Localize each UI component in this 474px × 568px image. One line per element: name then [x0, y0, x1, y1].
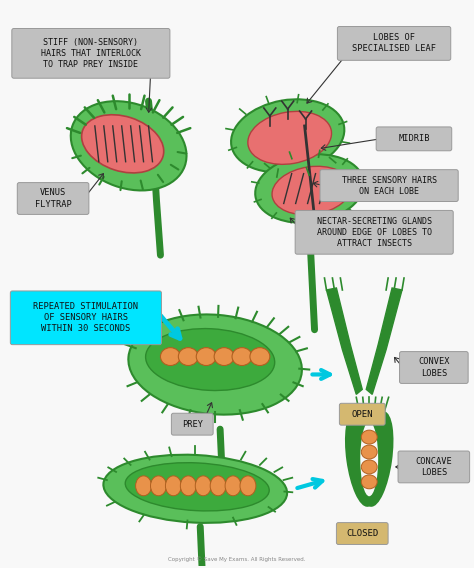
Text: Copyright © Save My Exams. All Rights Reserved.: Copyright © Save My Exams. All Rights Re… [168, 557, 306, 562]
Ellipse shape [103, 455, 287, 523]
Text: MIDRIB: MIDRIB [398, 135, 430, 143]
FancyBboxPatch shape [12, 28, 170, 78]
Text: LOBES OF
SPECIALISED LEAF: LOBES OF SPECIALISED LEAF [352, 34, 436, 53]
Ellipse shape [82, 115, 164, 173]
FancyBboxPatch shape [398, 451, 470, 483]
Ellipse shape [178, 348, 198, 366]
Text: CONCAVE
LOBES: CONCAVE LOBES [416, 457, 452, 477]
Ellipse shape [231, 99, 344, 173]
FancyBboxPatch shape [10, 291, 162, 345]
Ellipse shape [136, 476, 152, 496]
FancyBboxPatch shape [172, 414, 213, 435]
Ellipse shape [362, 412, 392, 506]
Polygon shape [366, 288, 402, 394]
Ellipse shape [125, 463, 269, 511]
Text: NECTAR-SECRETING GLANDS
AROUND EDGE OF LOBES TO
ATTRACT INSECTS: NECTAR-SECRETING GLANDS AROUND EDGE OF L… [317, 217, 432, 248]
Ellipse shape [161, 348, 180, 366]
FancyBboxPatch shape [337, 27, 451, 60]
Ellipse shape [250, 348, 270, 366]
Text: CLOSED: CLOSED [346, 529, 378, 538]
Ellipse shape [180, 476, 196, 496]
FancyBboxPatch shape [17, 182, 89, 214]
Ellipse shape [165, 476, 182, 496]
Ellipse shape [225, 476, 241, 496]
Text: REPEATED STIMULATION
OF SENSORY HAIRS
WITHIN 30 SECONDS: REPEATED STIMULATION OF SENSORY HAIRS WI… [33, 302, 138, 333]
Text: THREE SENSORY HAIRS
ON EACH LOBE: THREE SENSORY HAIRS ON EACH LOBE [342, 176, 437, 195]
Ellipse shape [361, 460, 377, 474]
Ellipse shape [196, 348, 216, 366]
FancyBboxPatch shape [295, 210, 453, 254]
Ellipse shape [360, 421, 378, 496]
Ellipse shape [214, 348, 234, 366]
Ellipse shape [210, 476, 226, 496]
Text: PREY: PREY [182, 420, 203, 429]
Ellipse shape [255, 154, 364, 223]
Polygon shape [327, 288, 362, 394]
Ellipse shape [128, 315, 302, 415]
Text: OPEN: OPEN [352, 410, 373, 419]
FancyBboxPatch shape [337, 523, 388, 545]
FancyBboxPatch shape [320, 170, 458, 202]
Ellipse shape [346, 412, 376, 506]
Ellipse shape [361, 430, 377, 444]
FancyBboxPatch shape [339, 403, 385, 425]
Ellipse shape [248, 111, 331, 164]
Ellipse shape [151, 476, 166, 496]
Ellipse shape [146, 329, 275, 391]
Text: STIFF (NON-SENSORY)
HAIRS THAT INTERLOCK
TO TRAP PREY INSIDE: STIFF (NON-SENSORY) HAIRS THAT INTERLOCK… [41, 37, 141, 69]
Ellipse shape [232, 348, 252, 366]
Text: VENUS
FLYTRAP: VENUS FLYTRAP [35, 189, 72, 208]
Ellipse shape [240, 476, 256, 496]
Ellipse shape [361, 475, 377, 489]
Ellipse shape [71, 101, 187, 190]
Ellipse shape [195, 476, 211, 496]
Text: CONVEX
LOBES: CONVEX LOBES [418, 357, 450, 378]
FancyBboxPatch shape [400, 352, 468, 383]
Ellipse shape [361, 445, 377, 459]
FancyBboxPatch shape [376, 127, 452, 151]
Ellipse shape [272, 166, 351, 215]
